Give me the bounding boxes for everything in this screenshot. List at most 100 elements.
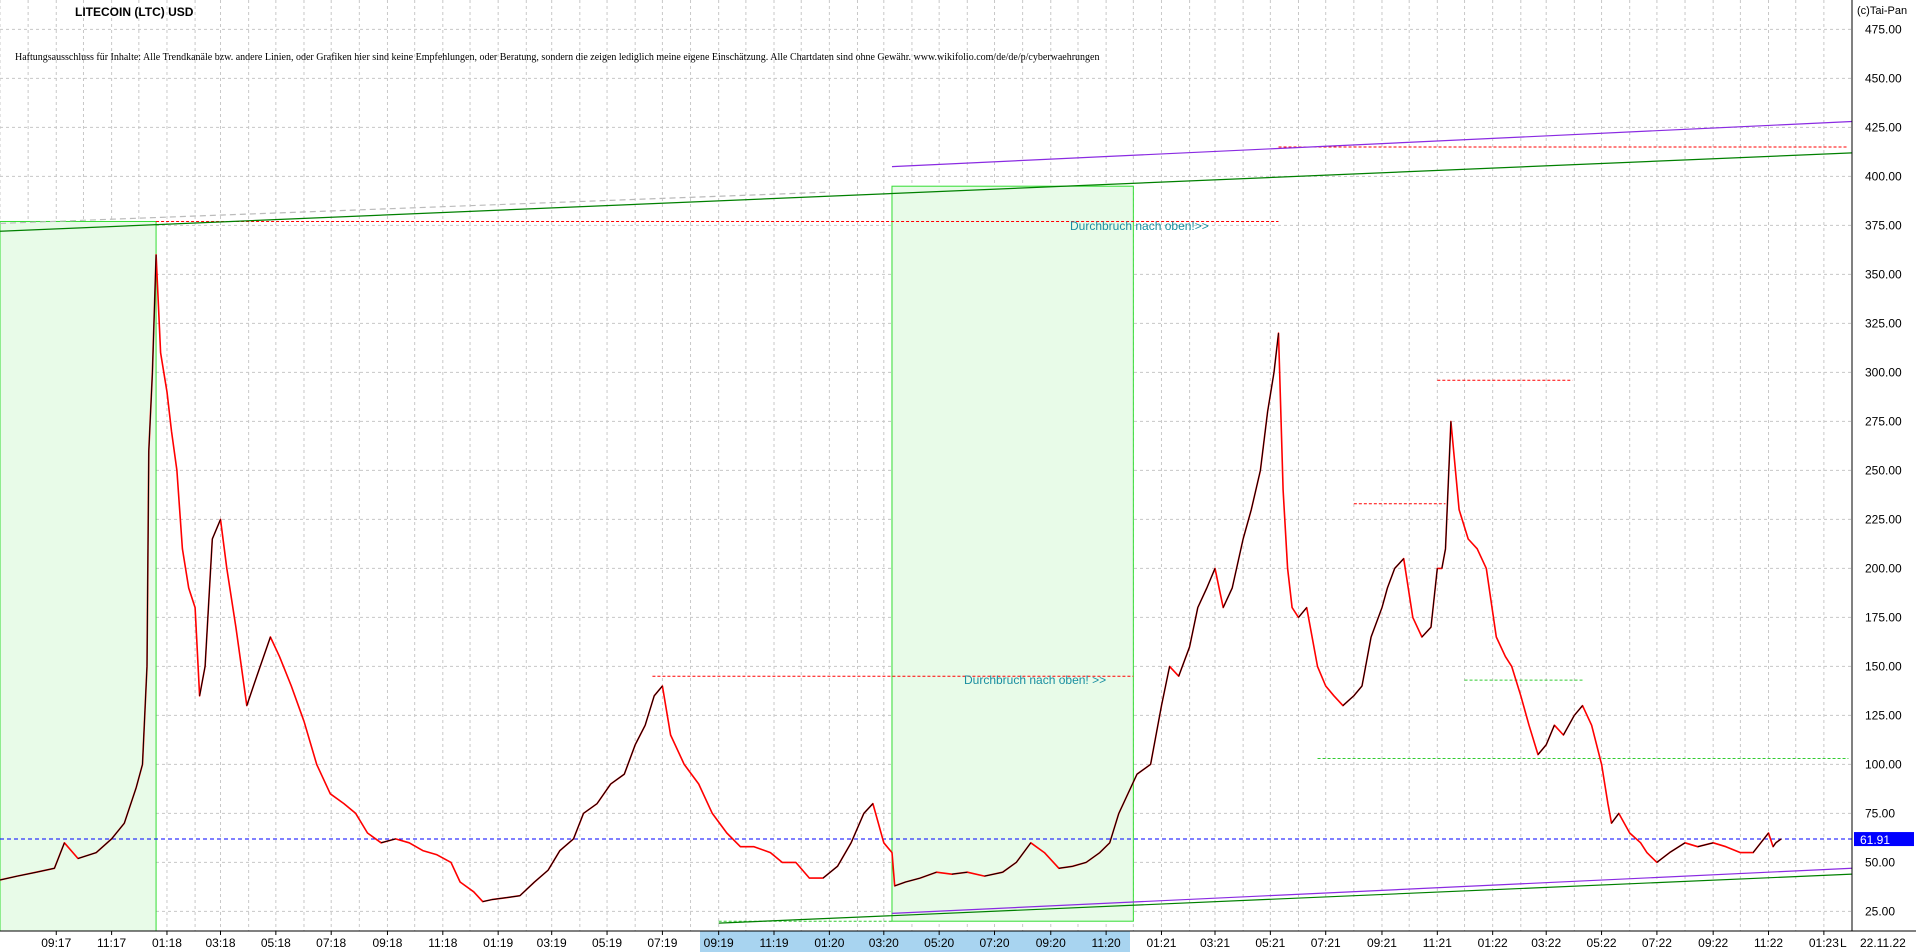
y-tick-label: 225.00 (1865, 512, 1902, 526)
x-tick-label: 09:22 (1698, 936, 1728, 950)
y-tick-label: 125.00 (1865, 708, 1902, 722)
price-up-segment (135, 764, 143, 789)
y-tick-label: 325.00 (1865, 316, 1902, 330)
price-up-segment (1127, 773, 1138, 795)
price-up-segment (534, 869, 549, 883)
x-tick-label: 01:22 (1478, 936, 1508, 950)
price-up-segment (1015, 842, 1032, 863)
price-up-segment (1537, 744, 1547, 755)
price-up-segment (199, 666, 206, 696)
highlight-zones (0, 185, 1134, 932)
x-tick-label: 05:22 (1587, 936, 1617, 950)
price-up-segment (644, 695, 655, 726)
x-tick-label: 11:20 (1092, 936, 1121, 950)
x-tick-label: 07:19 (647, 936, 677, 950)
price-up-segment (653, 685, 663, 697)
price-up-segment (211, 519, 221, 540)
price-up-segment (1370, 607, 1383, 638)
zone-2020 (891, 185, 1134, 922)
price-up-segment (1381, 587, 1388, 608)
price-up-segment (610, 773, 625, 785)
price-up-segment (53, 842, 65, 869)
price-up-segment (0, 875, 18, 881)
y-tick-label: 350.00 (1865, 267, 1902, 281)
price-up-segment (559, 838, 574, 852)
price-up-segment (1058, 865, 1073, 869)
x-tick-label: 07:20 (979, 936, 1009, 950)
price-up-segment (1361, 636, 1372, 687)
x-tick-label: 09:18 (372, 936, 402, 950)
corner-label: L (1840, 936, 1847, 950)
last-price-label: 61.91 (1860, 833, 1890, 847)
price-up-segment (919, 871, 937, 879)
x-tick-label: 01:23 (1809, 936, 1839, 950)
y-tick-label: 450.00 (1865, 71, 1902, 85)
price-up-segment (1441, 548, 1446, 569)
x-tick-label: 03:20 (869, 936, 899, 950)
x-tick-label: 03:18 (205, 936, 235, 950)
price-up-segment (380, 838, 396, 844)
x-tick-label: 03:21 (1200, 936, 1230, 950)
x-tick-label: 11:17 (97, 936, 126, 950)
price-up-segment (1222, 587, 1233, 608)
x-tick-label: 11:21 (1423, 936, 1452, 950)
price-up-segment (1002, 861, 1017, 873)
y-tick-label: 50.00 (1865, 855, 1895, 869)
x-tick-label: 05:18 (261, 936, 291, 950)
price-up-segment (984, 871, 1003, 877)
breakout-annotation-1: Durchbruch nach oben! >> (964, 673, 1106, 687)
price-up-segment (482, 899, 492, 903)
price-up-segment (491, 897, 507, 901)
last-price-tag (1854, 832, 1914, 847)
price-up-segment (1430, 568, 1438, 628)
date-stamp: 22.11.22 (1860, 936, 1906, 950)
price-up-segment (1573, 705, 1583, 716)
disclaimer-text: Haftungsausschluss für Inhalte: Alle Tre… (15, 52, 1100, 63)
price-up-segment (95, 838, 112, 853)
price-up-segment (256, 636, 271, 677)
y-tick-label: 250.00 (1865, 463, 1902, 477)
price-up-segment (519, 881, 535, 897)
y-tick-label: 425.00 (1865, 120, 1902, 134)
price-up-segment (123, 787, 137, 824)
price-up-segment (863, 803, 874, 814)
x-tick-label: 09:21 (1367, 936, 1397, 950)
grey-trendline (0, 191, 830, 225)
price-up-segment (151, 254, 157, 373)
price-up-segment (1656, 852, 1670, 863)
y-tick-label: 200.00 (1865, 561, 1902, 575)
upper-green-trendline (0, 152, 1853, 232)
x-tick-label: 05:19 (592, 936, 622, 950)
x-tick-label: 05:20 (924, 936, 954, 950)
x-axis-highlight-band (700, 931, 1130, 952)
price-up-segment (141, 666, 148, 765)
price-up-segment (573, 813, 584, 840)
x-tick-label: 03:19 (537, 936, 567, 950)
y-tick-label: 25.00 (1865, 904, 1895, 918)
price-up-segment (1150, 705, 1162, 765)
price-up-segment (1421, 626, 1432, 638)
price-up-segment (1697, 842, 1714, 848)
x-tick-label: 07:21 (1311, 936, 1341, 950)
price-up-segment (623, 744, 636, 775)
horizontal-lines (0, 146, 1852, 922)
price-up-segment (146, 450, 150, 667)
y-tick-label: 400.00 (1865, 169, 1902, 183)
price-up-segment (204, 538, 213, 667)
price-up-segment (1231, 538, 1244, 589)
price-up-segment (1342, 695, 1355, 706)
price-up-segment (1118, 793, 1129, 814)
price-up-segment (1563, 715, 1575, 736)
price-up-segment (1273, 333, 1280, 373)
price-up-segment (1242, 509, 1252, 540)
price-up-segment (1545, 725, 1555, 745)
x-tick-label: 09:19 (704, 936, 734, 950)
lower-green-trendline (718, 873, 1853, 924)
breakout-annotation-2: Durchbruch nach oben!>> (1070, 219, 1209, 233)
price-up-segment (1099, 842, 1111, 853)
price-up-segment (850, 813, 865, 843)
price-up-segment (822, 865, 838, 879)
